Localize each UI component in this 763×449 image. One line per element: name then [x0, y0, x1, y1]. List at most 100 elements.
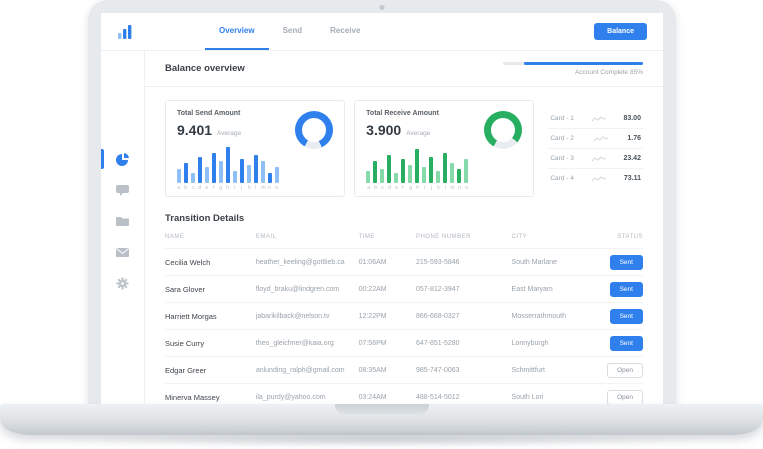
donut-hole: [491, 118, 516, 142]
chat-bubble-icon: [116, 184, 129, 196]
send-average-value: 9.401: [177, 122, 213, 138]
transition-details-section: Transition Details NAME EMAIL TIME PHONE NU…: [145, 202, 663, 404]
card-value: 83.00: [623, 115, 641, 122]
bar: [233, 171, 237, 183]
table-row: Susie Curry theo_gleichner@kaia.org 07:56P…: [165, 329, 643, 356]
bar-label: h: [226, 185, 230, 191]
cell-city: East Maryam: [511, 285, 553, 293]
column-header: EMAIL: [255, 234, 277, 240]
bar-label: f: [402, 185, 404, 191]
cell-phone: 488-514-5012: [415, 393, 460, 401]
bar-column: d: [387, 155, 391, 191]
bar-label: a: [366, 185, 370, 191]
bar-column: m: [450, 163, 454, 191]
tab-send[interactable]: Send: [282, 26, 303, 35]
cell-phone: 057-812-3947: [415, 285, 460, 293]
bar-column: o: [275, 167, 279, 191]
cell-time: 12:22PM: [358, 312, 387, 320]
bar-column: n: [268, 173, 272, 191]
card-row: Card - 3 23.42: [548, 149, 643, 169]
bar-column: f: [212, 153, 216, 191]
bar-label: n: [268, 185, 272, 191]
bar: [429, 157, 433, 183]
bar-label: g: [219, 185, 223, 191]
bar: [205, 167, 209, 183]
sparkline-icon: [593, 135, 608, 141]
bar-label: o: [275, 185, 279, 191]
cell-email: heather_keeling@gottlieb.ca: [255, 258, 345, 266]
sparkline-icon: [591, 175, 606, 181]
bar-label: b: [373, 185, 377, 191]
bar-column: a: [366, 171, 370, 191]
bar-column: j: [240, 159, 244, 191]
cell-email: floyd_braku@lindgren.com: [255, 285, 340, 293]
bar: [373, 161, 377, 183]
status-button[interactable]: Sent: [609, 254, 643, 270]
status-button[interactable]: Sent: [609, 335, 643, 351]
sidebar-item-dashboard[interactable]: [101, 149, 144, 169]
cell-time: 07:56PM: [358, 339, 387, 347]
gear-icon: [116, 277, 129, 289]
bar: [275, 167, 279, 183]
status-button[interactable]: Open: [607, 389, 643, 404]
bar-label: d: [387, 185, 391, 191]
cell-name: Cecilia Welch: [165, 257, 211, 267]
sidebar-item-files[interactable]: [101, 213, 144, 229]
receive-donut-chart: [484, 111, 523, 149]
balance-button[interactable]: Balance: [594, 23, 647, 40]
webcam-dot: [379, 5, 385, 10]
bar-column: i: [422, 167, 426, 191]
column-header: NAME: [165, 234, 185, 240]
status-button[interactable]: Sent: [609, 308, 643, 324]
bar-label: m: [260, 185, 266, 191]
tab-receive[interactable]: Receive: [330, 26, 361, 35]
bar: [380, 169, 384, 183]
sidebar-item-mail[interactable]: [101, 244, 144, 260]
sidebar: [101, 51, 145, 404]
card-title: Total Receive Amount: [366, 110, 439, 117]
status-button[interactable]: Sent: [609, 281, 643, 297]
bar-label: o: [464, 185, 468, 191]
cell-phone: 866-668-0327: [415, 312, 460, 320]
cell-email: theo_gleichner@kaia.org: [255, 339, 334, 347]
bar: [436, 171, 440, 183]
nav-tabs: Overview Send Receive: [205, 13, 374, 50]
card-row: Card - 2 1.76: [548, 129, 643, 149]
bar-label: d: [198, 185, 202, 191]
bar-column: l: [254, 155, 258, 191]
top-bar: Overview Send Receive Balance: [101, 13, 663, 51]
cell-name: Harriett Morgas: [165, 311, 217, 321]
column-header: PHONE NUMBER: [415, 234, 471, 240]
bar-label: f: [213, 185, 215, 191]
balance-overview-bar: Balance overview Account Complete 85%: [145, 51, 663, 87]
cards-summary-panel: Card - 1 83.00 Card - 2 1.76 Card - 3 23.42 Ca…: [543, 100, 643, 197]
bar: [240, 159, 244, 183]
card-value: 1.76: [627, 135, 641, 142]
sidebar-item-messages[interactable]: [101, 182, 144, 198]
bar-label: k: [436, 185, 440, 191]
dashboard-pie-icon: [116, 152, 129, 166]
cell-phone: 215-593-5846: [415, 258, 460, 266]
send-donut-chart: [295, 111, 334, 149]
bar-column: g: [408, 165, 412, 191]
card-title: Total Send Amount: [177, 110, 241, 117]
bar-column: b: [184, 163, 188, 191]
tab-overview[interactable]: Overview: [205, 13, 269, 50]
cell-city: Lonnyburgh: [511, 339, 549, 347]
table-row: Minerva Massey ila_purdy@yahoo.com 03:24AM…: [165, 383, 643, 404]
card-label: Card - 4: [550, 175, 574, 182]
cell-name: Minerva Massey: [165, 392, 220, 402]
sidebar-item-settings[interactable]: [101, 275, 144, 291]
column-header: TIME: [358, 234, 375, 240]
account-complete-label: Account Complete 85%: [575, 68, 643, 76]
status-button[interactable]: Open: [607, 362, 643, 378]
bar-column: e: [394, 173, 398, 191]
bar: [366, 171, 370, 183]
column-header: STATUS: [617, 234, 643, 240]
bar: [198, 157, 202, 183]
bar-column: h: [226, 147, 230, 191]
bar-label: k: [247, 185, 251, 191]
cell-status: Open: [595, 389, 643, 404]
